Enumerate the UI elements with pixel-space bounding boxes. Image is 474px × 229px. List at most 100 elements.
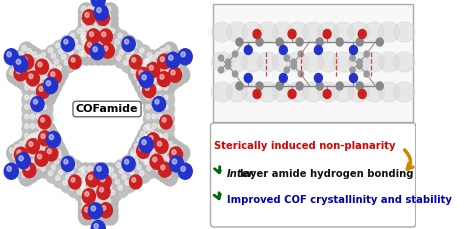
Circle shape	[134, 144, 139, 149]
Circle shape	[22, 70, 27, 75]
Circle shape	[109, 168, 113, 173]
Circle shape	[84, 35, 100, 52]
Circle shape	[71, 176, 84, 192]
Circle shape	[45, 144, 60, 161]
Circle shape	[20, 55, 34, 70]
Circle shape	[79, 41, 93, 59]
Circle shape	[76, 45, 81, 50]
Ellipse shape	[348, 82, 369, 102]
Circle shape	[87, 179, 92, 185]
Circle shape	[87, 29, 100, 44]
Circle shape	[30, 150, 35, 156]
Circle shape	[127, 167, 140, 182]
Circle shape	[136, 65, 141, 70]
Circle shape	[81, 37, 94, 52]
Circle shape	[161, 121, 174, 136]
Circle shape	[13, 157, 28, 174]
Circle shape	[47, 134, 62, 151]
Circle shape	[143, 55, 158, 72]
Circle shape	[100, 166, 105, 172]
Text: layer amide hydrogen bonding: layer amide hydrogen bonding	[240, 169, 414, 179]
Circle shape	[64, 60, 69, 65]
Circle shape	[108, 184, 112, 189]
Circle shape	[139, 147, 144, 152]
Circle shape	[356, 38, 363, 46]
Circle shape	[314, 46, 322, 55]
Circle shape	[164, 163, 168, 168]
Circle shape	[133, 61, 148, 79]
Circle shape	[97, 169, 112, 186]
Circle shape	[52, 56, 65, 72]
Circle shape	[106, 45, 110, 50]
Circle shape	[157, 45, 173, 62]
Circle shape	[66, 174, 70, 180]
Circle shape	[91, 176, 106, 193]
Circle shape	[13, 63, 18, 69]
Circle shape	[39, 87, 43, 91]
Circle shape	[63, 38, 67, 43]
Circle shape	[129, 170, 134, 175]
Circle shape	[149, 153, 154, 159]
Circle shape	[24, 45, 39, 62]
Circle shape	[76, 48, 90, 63]
Circle shape	[26, 153, 30, 159]
Circle shape	[84, 9, 100, 27]
Ellipse shape	[379, 22, 400, 42]
Circle shape	[56, 150, 61, 155]
Circle shape	[82, 6, 86, 12]
Circle shape	[22, 92, 36, 107]
Circle shape	[18, 57, 33, 74]
Circle shape	[57, 153, 62, 158]
Circle shape	[130, 40, 143, 55]
Circle shape	[152, 85, 156, 90]
Circle shape	[168, 141, 173, 147]
Circle shape	[149, 111, 163, 126]
Circle shape	[256, 82, 263, 90]
Circle shape	[19, 141, 24, 147]
Circle shape	[94, 5, 108, 21]
Circle shape	[56, 46, 70, 61]
Circle shape	[144, 160, 148, 165]
Circle shape	[146, 86, 160, 103]
Circle shape	[60, 35, 74, 51]
Circle shape	[279, 74, 287, 82]
Circle shape	[17, 73, 31, 90]
Circle shape	[39, 111, 53, 126]
Circle shape	[144, 70, 159, 87]
Circle shape	[152, 138, 167, 155]
Circle shape	[160, 74, 164, 79]
Circle shape	[31, 82, 46, 99]
Circle shape	[296, 82, 303, 90]
Circle shape	[100, 179, 105, 185]
Circle shape	[79, 202, 93, 219]
Circle shape	[38, 131, 52, 146]
Circle shape	[136, 144, 151, 161]
Circle shape	[97, 202, 112, 219]
Circle shape	[17, 69, 21, 74]
Circle shape	[163, 169, 177, 186]
Circle shape	[165, 48, 181, 65]
Circle shape	[142, 131, 157, 148]
Circle shape	[155, 92, 169, 107]
Circle shape	[82, 51, 86, 57]
Circle shape	[296, 38, 303, 46]
Circle shape	[139, 151, 152, 167]
Circle shape	[120, 172, 133, 187]
Circle shape	[72, 55, 76, 60]
Circle shape	[106, 13, 110, 18]
Circle shape	[93, 25, 99, 31]
Circle shape	[163, 42, 177, 59]
Circle shape	[93, 51, 99, 57]
Circle shape	[103, 176, 118, 193]
Circle shape	[349, 74, 357, 82]
Ellipse shape	[302, 22, 324, 42]
Circle shape	[84, 29, 100, 46]
Ellipse shape	[211, 22, 232, 42]
Circle shape	[13, 54, 28, 71]
Circle shape	[44, 125, 48, 131]
Circle shape	[79, 189, 93, 206]
Circle shape	[106, 211, 110, 217]
Circle shape	[169, 157, 183, 174]
Ellipse shape	[242, 52, 263, 72]
Circle shape	[22, 121, 36, 136]
